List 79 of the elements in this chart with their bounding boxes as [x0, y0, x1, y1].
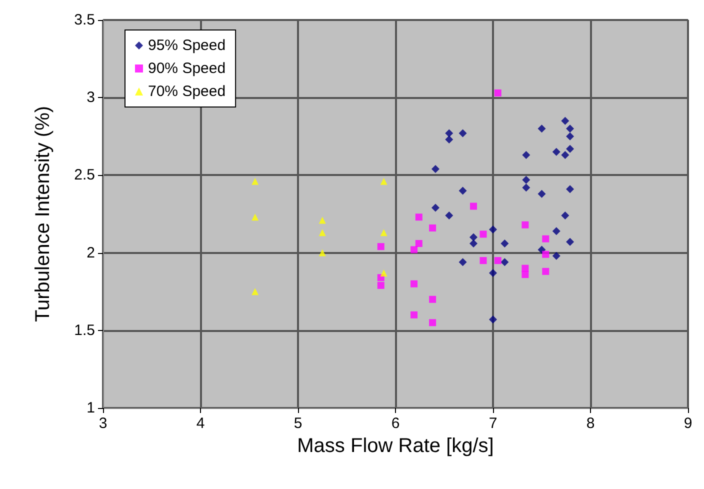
point: [538, 190, 546, 198]
y-tick-label: 2: [86, 244, 95, 262]
point: [561, 116, 570, 125]
point: [410, 311, 418, 318]
point: [500, 239, 509, 248]
y-axis-title: Turbulence Intensity (%): [32, 106, 54, 322]
point: [380, 178, 388, 185]
legend-label: 90% Speed: [148, 60, 226, 77]
point: [410, 246, 418, 254]
x-tick-label: 8: [586, 415, 595, 432]
point: [489, 226, 497, 234]
x-tick-label: 6: [391, 415, 400, 432]
point: [522, 221, 529, 228]
point: [318, 249, 326, 256]
point: [542, 235, 550, 242]
point: [318, 216, 326, 224]
point: [552, 148, 560, 156]
point: [566, 144, 574, 153]
x-tick-label: 3: [98, 415, 108, 432]
point: [566, 185, 574, 194]
point: [566, 124, 574, 133]
point: [566, 132, 574, 140]
y-tick-label: 3.5: [74, 12, 95, 28]
point: [542, 250, 550, 258]
point: [489, 268, 497, 277]
point: [377, 282, 384, 289]
point: [522, 176, 530, 184]
point: [552, 252, 560, 260]
point: [431, 204, 440, 212]
legend-label: 95% Speed: [148, 37, 226, 54]
x-tick-label: 9: [684, 415, 692, 432]
y-tick-label: 1.5: [74, 322, 95, 339]
point: [561, 151, 570, 160]
point: [380, 269, 388, 276]
point: [542, 268, 550, 275]
point: [561, 212, 570, 220]
point: [410, 280, 418, 288]
point: [458, 258, 467, 266]
point: [252, 288, 259, 296]
point: [470, 239, 478, 248]
x-tick-label: 7: [488, 415, 498, 432]
point: [494, 257, 502, 264]
legend-label: 70% Speed: [148, 83, 226, 100]
point: [445, 212, 454, 220]
point: [380, 229, 388, 236]
point: [429, 224, 436, 232]
point: [522, 271, 529, 278]
point: [445, 129, 454, 138]
point: [566, 238, 574, 246]
point: [458, 129, 467, 138]
x-axis-title: Mass Flow Rate [kg/s]: [297, 435, 494, 457]
point: [538, 124, 546, 133]
point: [489, 316, 497, 324]
point: [431, 164, 440, 173]
y-tick-label: 1: [86, 400, 95, 416]
point: [377, 243, 384, 250]
point: [470, 202, 477, 210]
point: [494, 89, 502, 96]
point: [415, 240, 422, 247]
point: [318, 229, 326, 236]
point: [538, 246, 546, 254]
point: [252, 214, 259, 221]
point: [522, 184, 530, 192]
point: [470, 233, 478, 242]
point: [252, 178, 259, 185]
point: [429, 319, 436, 326]
point: [458, 186, 467, 195]
point: [415, 214, 422, 221]
point: [480, 230, 487, 238]
point: [522, 151, 530, 160]
point: [429, 296, 436, 303]
y-tick-label: 3: [86, 89, 95, 106]
point: [500, 258, 509, 266]
x-tick-label: 4: [196, 415, 205, 432]
y-tick-label: 2.5: [74, 166, 95, 184]
point: [480, 257, 487, 264]
point: [445, 136, 454, 144]
x-tick-label: 5: [294, 415, 302, 432]
point: [552, 227, 560, 236]
